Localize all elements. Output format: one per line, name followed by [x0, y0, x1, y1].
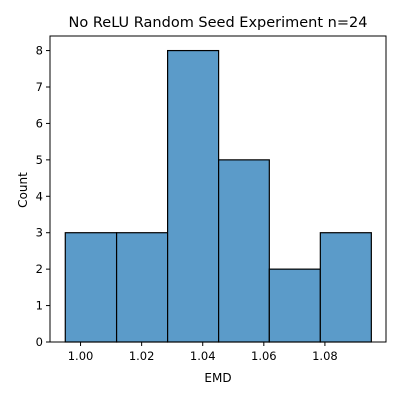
y-tick-label: 8 [36, 44, 43, 58]
plot-frame [49, 35, 387, 343]
x-tick-label: 1.08 [312, 349, 338, 363]
chart-title: No ReLU Random Seed Experiment n=24 [69, 15, 368, 31]
y-axis-label: Count [16, 172, 30, 208]
x-tick-label: 1.06 [251, 349, 277, 363]
y-tick-label: 0 [36, 335, 43, 349]
histogram-bar-1 [115, 232, 169, 343]
y-tick-label: 3 [36, 226, 43, 240]
y-tick-label: 5 [36, 153, 43, 167]
y-tick-label: 2 [36, 262, 43, 276]
x-tick-label: 1.02 [129, 349, 155, 363]
histogram-bar-5 [319, 232, 372, 343]
histogram-bar-2 [167, 49, 220, 343]
histogram-bar-3 [218, 159, 270, 343]
x-axis-label: EMD [204, 371, 231, 385]
axes-group: 1.00 1.02 1.04 1.06 1.08 0 1 2 3 4 5 6 7 8 [36, 35, 387, 363]
x-tick-label: 1.04 [190, 349, 216, 363]
bars-group [64, 49, 372, 343]
y-tick-label: 6 [36, 116, 43, 130]
x-tick-label: 1.00 [68, 349, 94, 363]
histogram-bar-0 [64, 232, 118, 343]
y-tick-label: 4 [36, 189, 43, 203]
histogram-bar-4 [268, 268, 321, 343]
y-tick-label: 7 [36, 80, 43, 94]
y-tick-label: 1 [36, 299, 43, 313]
